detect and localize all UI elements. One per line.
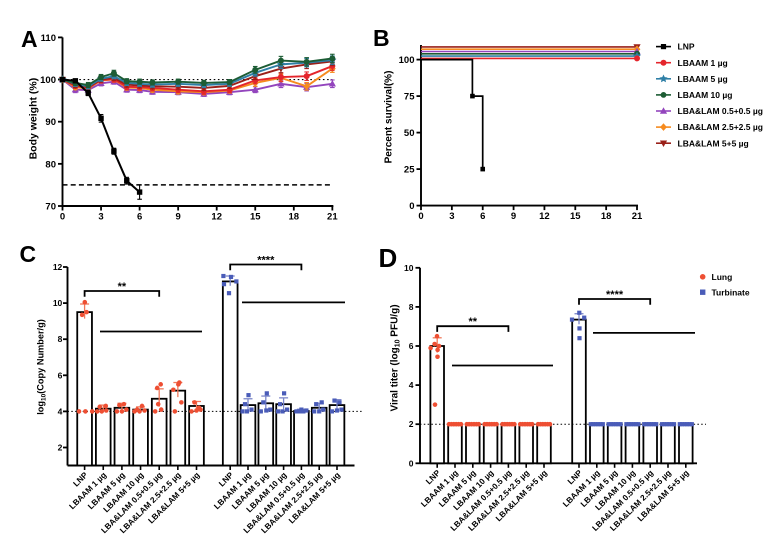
svg-text:0: 0 [409, 458, 414, 468]
svg-text:15: 15 [570, 211, 581, 222]
svg-text:50: 50 [404, 128, 415, 139]
svg-text:A: A [21, 26, 38, 52]
svg-text:2: 2 [58, 443, 63, 453]
svg-text:3: 3 [449, 211, 454, 222]
svg-text:****: **** [606, 289, 624, 301]
svg-text:6: 6 [58, 370, 63, 380]
svg-text:0: 0 [418, 211, 423, 222]
svg-text:70: 70 [45, 201, 56, 212]
svg-text:12: 12 [539, 211, 550, 222]
svg-text:log10(Copy Number/g): log10(Copy Number/g) [36, 319, 48, 415]
svg-text:D: D [379, 243, 398, 273]
svg-text:21: 21 [632, 211, 643, 222]
svg-text:3: 3 [98, 212, 103, 223]
svg-text:8: 8 [409, 302, 414, 312]
svg-text:LNP: LNP [678, 42, 695, 52]
svg-text:C: C [20, 241, 37, 267]
svg-text:Lung: Lung [712, 272, 733, 282]
svg-text:LBAAM 1 µg: LBAAM 1 µg [678, 58, 728, 68]
svg-text:LBA&LAM 5+5 µg: LBA&LAM 5+5 µg [678, 138, 749, 148]
svg-text:100: 100 [399, 55, 415, 66]
svg-text:21: 21 [327, 212, 338, 223]
svg-text:Viral titer (log10 PFU/g): Viral titer (log10 PFU/g) [390, 304, 402, 411]
svg-text:10: 10 [53, 298, 63, 308]
svg-text:0: 0 [60, 212, 65, 223]
svg-text:**: ** [118, 281, 127, 293]
svg-text:75: 75 [404, 92, 415, 103]
svg-text:LBAAM 10 µg: LBAAM 10 µg [678, 90, 733, 100]
svg-text:18: 18 [289, 212, 300, 223]
svg-text:****: **** [257, 255, 275, 267]
svg-text:110: 110 [41, 33, 56, 44]
svg-text:0: 0 [409, 201, 414, 212]
svg-text:25: 25 [404, 165, 415, 176]
svg-text:80: 80 [45, 159, 56, 170]
svg-text:**: ** [469, 316, 478, 328]
svg-text:2: 2 [409, 419, 414, 429]
svg-text:LBAAM 5 µg: LBAAM 5 µg [678, 74, 728, 84]
svg-text:4: 4 [409, 380, 414, 390]
svg-text:100: 100 [40, 75, 56, 86]
svg-text:LBA&LAM 0.5+0.5 µg: LBA&LAM 0.5+0.5 µg [678, 106, 763, 116]
svg-text:6: 6 [480, 211, 485, 222]
svg-text:6: 6 [137, 212, 142, 223]
svg-text:15: 15 [250, 212, 261, 223]
svg-text:Percent survival(%): Percent survival(%) [384, 71, 395, 164]
svg-text:Body weight (%): Body weight (%) [28, 78, 40, 160]
svg-text:Turbinate: Turbinate [712, 287, 750, 297]
svg-text:12: 12 [53, 262, 63, 272]
svg-text:LBA&LAM 2.5+2.5 µg: LBA&LAM 2.5+2.5 µg [678, 122, 763, 132]
svg-text:9: 9 [511, 211, 516, 222]
svg-text:8: 8 [58, 334, 63, 344]
svg-text:6: 6 [409, 341, 414, 351]
svg-text:B: B [373, 25, 390, 51]
svg-text:18: 18 [601, 211, 612, 222]
svg-text:9: 9 [176, 212, 181, 223]
svg-text:10: 10 [404, 263, 414, 273]
svg-text:12: 12 [211, 212, 222, 223]
svg-text:4: 4 [58, 406, 63, 416]
svg-text:90: 90 [45, 117, 56, 128]
